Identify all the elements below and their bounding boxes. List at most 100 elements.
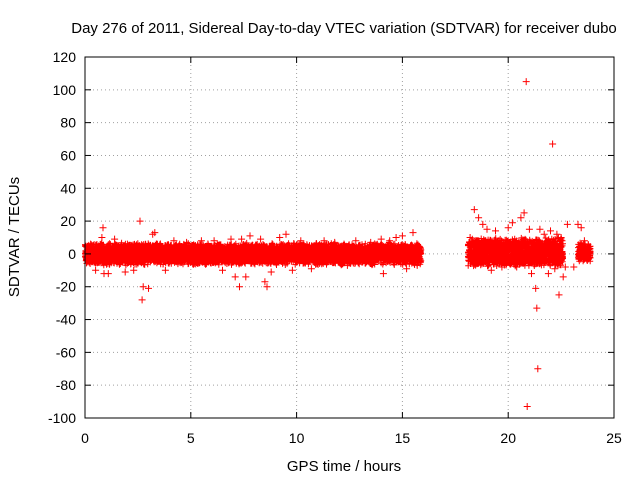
data-point [563,220,571,228]
x-tick-label: 20 [500,430,516,446]
data-point [585,255,593,263]
data-point [92,266,100,274]
y-tick-label: 120 [53,49,77,65]
data-point [517,214,525,222]
data-point [99,224,107,232]
data-point [297,237,305,245]
data-point [227,235,235,243]
data-point [570,263,578,271]
data-points [82,78,594,410]
data-point [352,237,360,245]
data-point [479,220,487,228]
y-tick-label: -80 [56,377,76,393]
data-point [219,266,226,274]
data-point [492,227,499,235]
data-point [139,283,147,291]
data-point [170,237,178,245]
data-point [238,235,246,243]
data-point [551,265,559,273]
data-point [267,268,275,276]
data-point [379,270,387,278]
x-tick-label: 0 [81,430,89,446]
y-tick-label: -100 [48,410,76,426]
data-point [320,237,328,245]
data-point [483,225,491,233]
data-point [282,230,290,238]
data-point [553,230,561,238]
data-point [276,234,284,241]
data-point [130,266,138,274]
data-point [161,266,169,274]
data-point [577,224,585,232]
data-point [549,140,557,148]
data-point [392,234,400,241]
data-point [98,234,106,241]
data-point [413,261,421,269]
data-point [343,261,351,269]
data-point [288,266,296,274]
x-tick-label: 10 [289,430,305,446]
y-tick-label: -20 [56,279,76,295]
data-point [236,283,243,291]
data-point [403,265,411,273]
y-tick-label: 20 [60,213,76,229]
data-point [525,225,533,233]
data-point [183,238,191,246]
data-band [465,234,566,270]
data-point [307,265,315,273]
data-point [263,283,271,291]
data-point [210,237,218,245]
data-point [377,235,385,243]
data-point [520,209,528,217]
y-tick-label: 40 [60,180,76,196]
data-point [574,220,582,228]
data-point [386,237,394,245]
y-tick-label: 60 [60,147,76,163]
data-point [136,217,144,225]
data-point [145,284,152,292]
data-point [557,234,565,241]
data-point [409,229,417,237]
y-tick-label: -60 [56,344,76,360]
data-point [257,235,265,243]
data-band [82,239,425,269]
data-point [528,270,535,278]
y-tick-label: -40 [56,312,76,328]
data-point [111,235,119,243]
data-point [534,365,542,373]
data-point [466,234,474,241]
data-point [121,268,129,276]
data-point [197,237,205,245]
data-point [536,225,544,233]
data-point [331,238,339,246]
data-point [580,237,588,245]
data-point [513,263,521,271]
data-point [540,230,548,238]
data-band [575,239,594,265]
data-point [104,270,112,278]
plot-frame [84,56,615,419]
data-point [508,219,516,227]
data-point [246,232,254,240]
data-point [532,284,540,292]
data-point [523,403,531,410]
data-point [242,273,250,281]
data-point [498,263,506,271]
x-tick-label: 15 [395,430,411,446]
data-point [533,304,541,312]
data-point [138,296,146,304]
x-tick-label: 5 [187,430,195,446]
x-tick-label: 25 [606,430,622,446]
data-point [555,291,563,299]
data-point [475,214,483,222]
data-point [151,229,159,237]
x-axis-label: GPS time / hours [287,458,401,475]
data-point [547,227,554,235]
y-tick-label: 100 [53,82,77,98]
data-point [559,273,567,281]
axis-ticks: -100 -80 -60 -40 -20 0 20 40 60 80 100 120 0 5 10 15 20 2… [48,49,622,446]
data-point [367,238,375,246]
data-point [504,224,512,232]
